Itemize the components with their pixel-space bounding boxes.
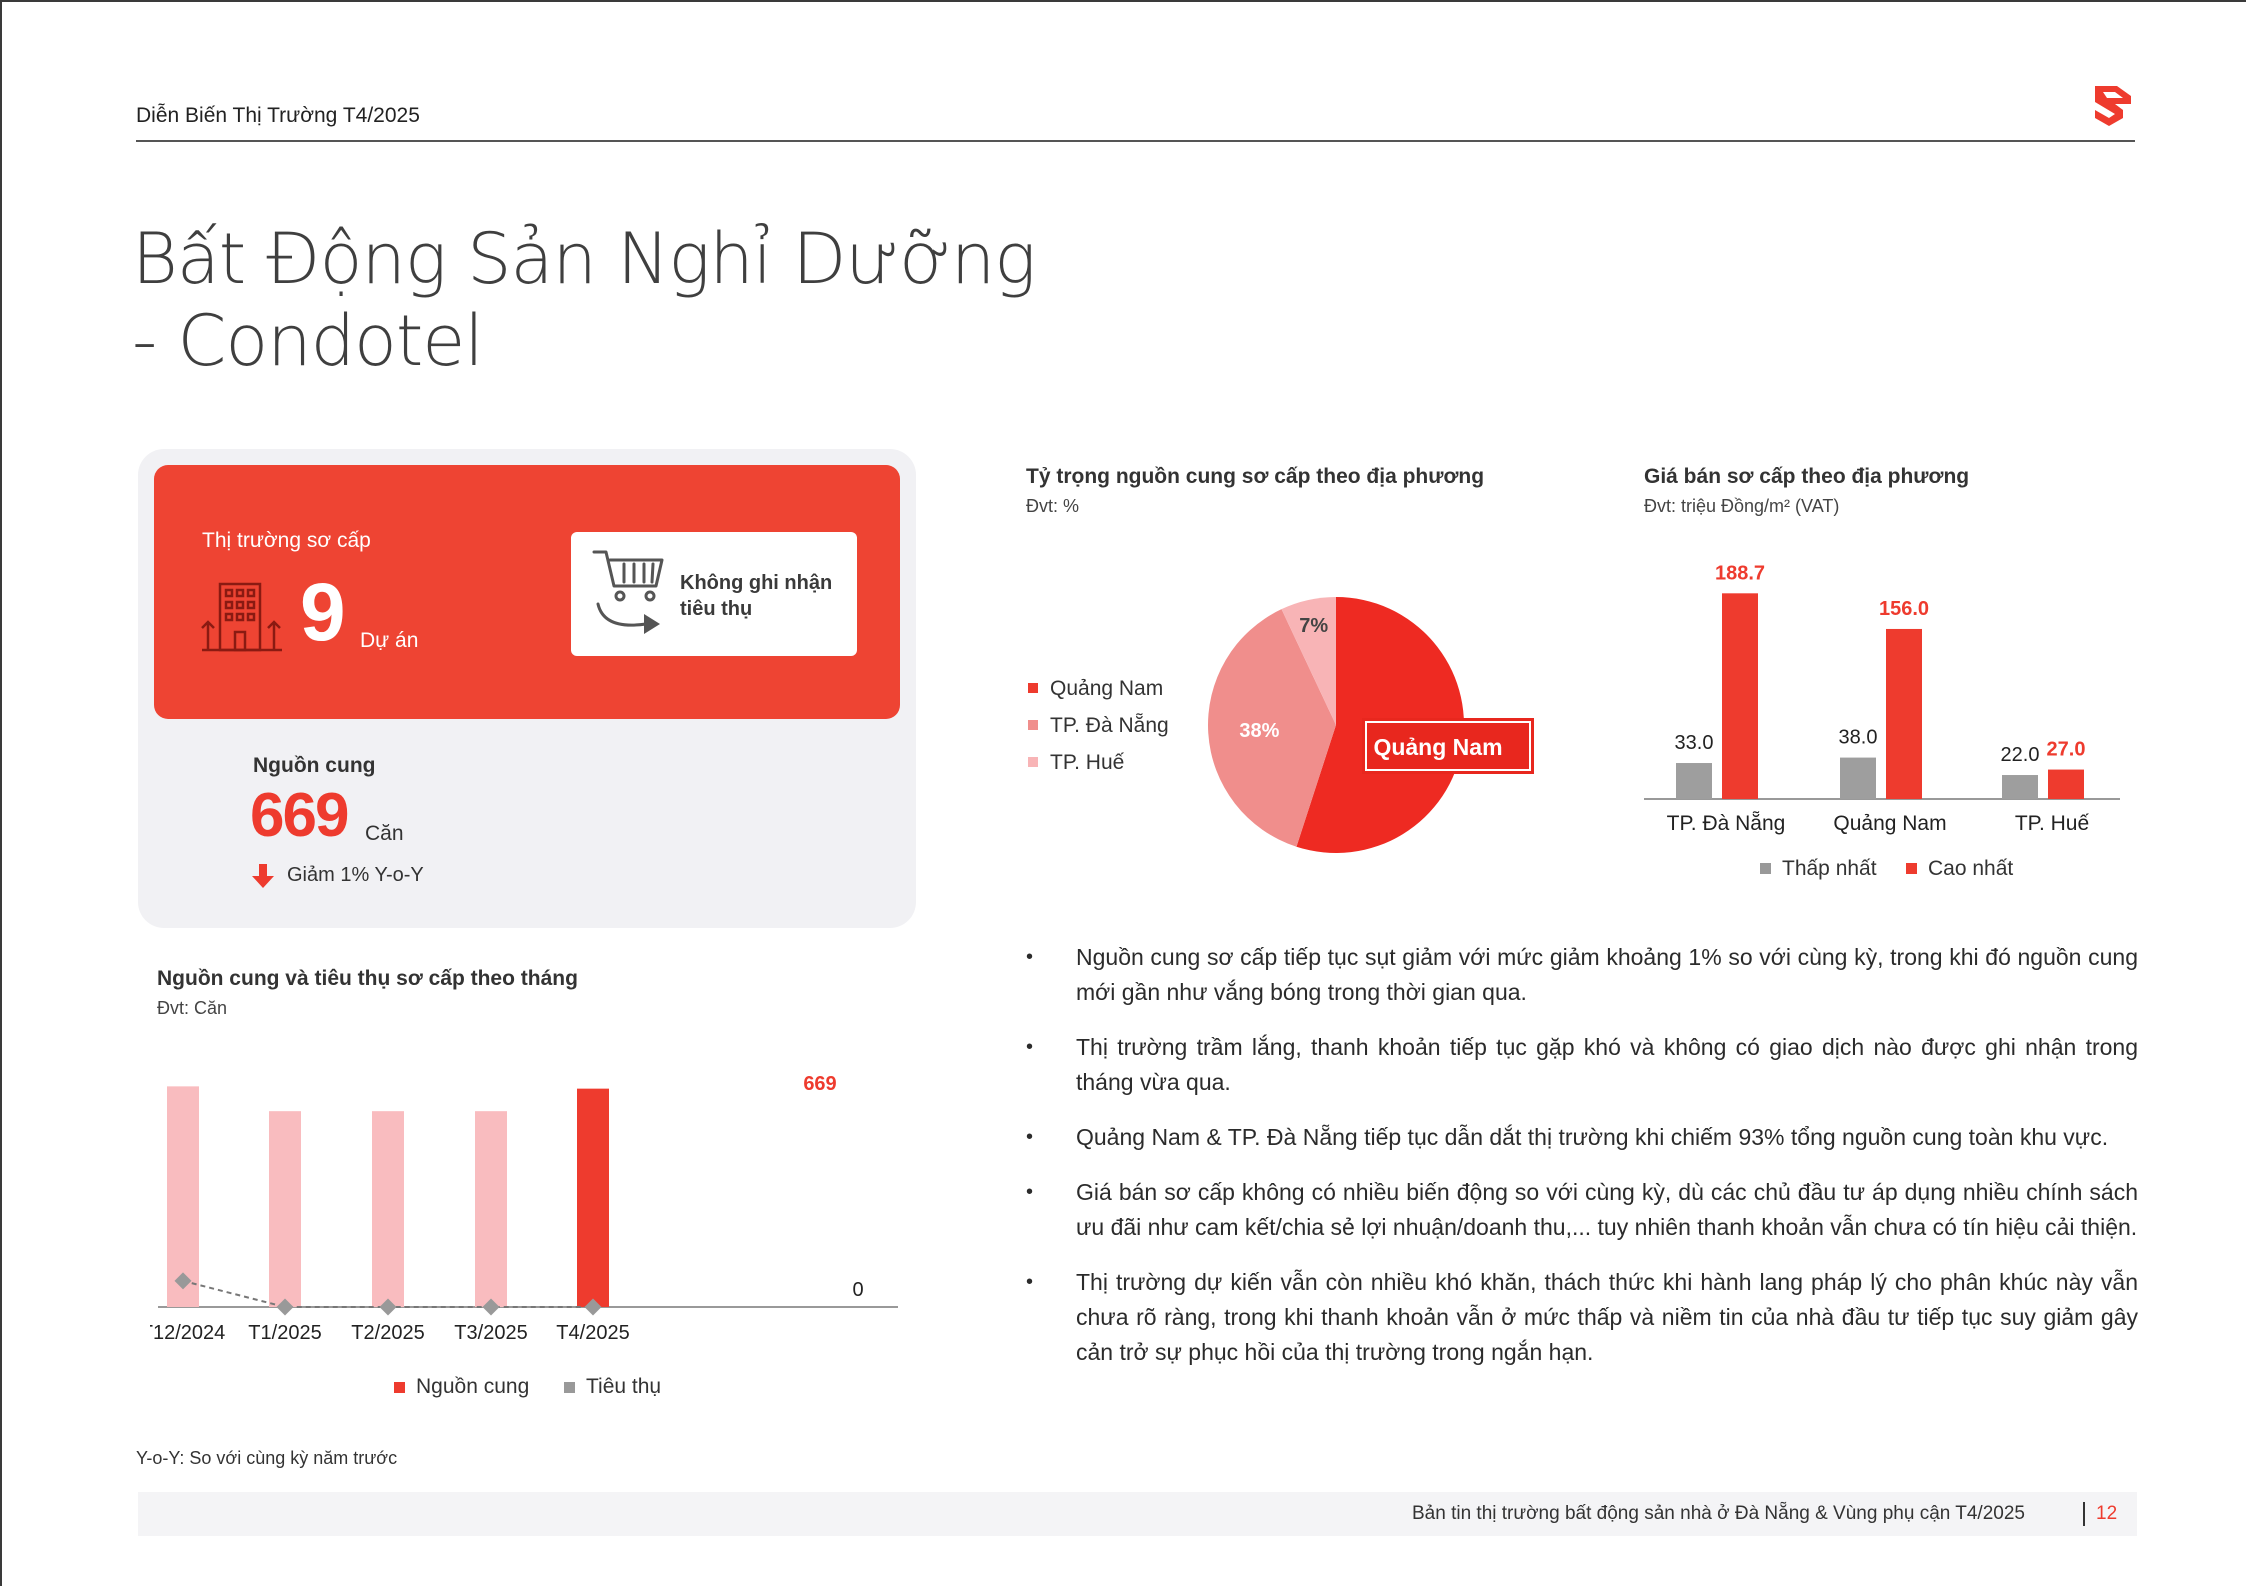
no-sales-text: Không ghi nhận tiêu thụ — [680, 572, 833, 620]
pie-chart-title: Tỷ trọng nguồn cung sơ cấp theo địa phươ… — [1026, 465, 1485, 488]
footnote: Y-o-Y: So với cùng kỳ năm trước — [136, 1448, 398, 1468]
page-title-line-1: Bất Động Sản Nghỉ Dưỡng — [132, 218, 1036, 300]
primary-market-label: Thị trường sơ cấp — [202, 529, 371, 552]
price-max-label: 188.7 — [1715, 562, 1765, 584]
price-max-bar — [1722, 593, 1758, 799]
legend-sales: Tiêu thụ — [586, 1375, 661, 1398]
logo-icon — [2095, 86, 2131, 126]
price-min-label: 38.0 — [1839, 727, 1878, 749]
pie-slice-label: 7% — [1299, 615, 1328, 637]
price-min-label: 33.0 — [1675, 732, 1714, 754]
arrow-down-icon — [252, 864, 274, 888]
legend-swatch-sales — [564, 1382, 575, 1393]
pie-callout-label: Quảng Nam — [1373, 734, 1502, 760]
price-chart: 33.0 188.7 38.0 156.0 22.0 27.0 TP. Đà Nẵng Qu… — [1644, 562, 2120, 880]
monthly-chart-unit: Đvt: Căn — [157, 998, 228, 1018]
pie-slice — [1281, 597, 1336, 725]
monthly-tick-label: T12/2024 — [150, 1322, 225, 1344]
pie-callout-box — [1362, 718, 1534, 774]
sales-point — [584, 1298, 602, 1316]
pie-legend-swatch-hue — [1028, 757, 1038, 767]
footer-text: Bản tin thị trường bất động sản nhà ở Đà… — [1412, 1503, 2025, 1524]
pie-legend-swatch-dn — [1028, 720, 1038, 730]
price-tick-label: Quảng Nam — [1833, 812, 1946, 835]
footer-bar — [138, 1492, 2137, 1536]
page-title: Bất Động Sản Nghỉ Dưỡng - Condotel — [132, 218, 1036, 382]
price-chart-title: Giá bán sơ cấp theo địa phương — [1644, 465, 1970, 488]
insights-list: Nguồn cung sơ cấp tiếp tục sụt giảm với … — [1026, 940, 2138, 1390]
supply-value: 669 — [250, 781, 349, 850]
supply-label: Nguồn cung — [253, 754, 376, 777]
page-number: 12 — [2096, 1503, 2118, 1524]
monthly-tick-label: T4/2025 — [556, 1322, 629, 1344]
price-min-label: 22.0 — [2001, 744, 2040, 766]
pie-legend-dn: TP. Đà Nẵng — [1050, 714, 1169, 737]
price-legend-swatch-max — [1906, 863, 1917, 874]
price-min-bar — [1840, 757, 1876, 799]
pie-chart-unit: Đvt: % — [1026, 496, 1080, 516]
supply-unit: Căn — [365, 822, 404, 845]
insight-item: Quảng Nam & TP. Đà Nẵng tiếp tục dẫn dắt… — [1026, 1120, 2138, 1155]
supply-bar — [269, 1111, 301, 1307]
page-title-line-2: - Condotel — [132, 300, 484, 382]
footer-separator — [2083, 1502, 2085, 1526]
price-legend-swatch-min — [1760, 863, 1771, 874]
insight-item: Thị trường dự kiến vẫn còn nhiều khó khă… — [1026, 1265, 2138, 1370]
price-max-label: 27.0 — [2047, 739, 2086, 761]
price-legend-max: Cao nhất — [1928, 857, 2013, 880]
header-divider — [136, 140, 2135, 142]
insight-item: Thị trường trầm lắng, thanh khoản tiếp t… — [1026, 1030, 2138, 1100]
pie-slice — [1208, 609, 1336, 847]
insight-item: Nguồn cung sơ cấp tiếp tục sụt giảm với … — [1026, 940, 2138, 1010]
projects-unit: Dự án — [360, 629, 419, 652]
supply-bar — [475, 1111, 507, 1307]
price-min-bar — [2002, 775, 2038, 799]
supply-bar — [372, 1111, 404, 1307]
pie-legend-hue: TP. Huế — [1050, 751, 1125, 774]
pie-chart: 55%38%7% Quảng Nam TP. Đà Nẵng TP. Huế Q… — [1028, 597, 1534, 853]
price-tick-label: TP. Đà Nẵng — [1667, 812, 1786, 835]
monthly-last-sales-label: 0 — [852, 1279, 863, 1301]
legend-supply: Nguồn cung — [416, 1375, 529, 1398]
building-icon — [201, 582, 282, 652]
price-max-label: 156.0 — [1879, 598, 1929, 620]
pie-legend-swatch-qn — [1028, 683, 1038, 693]
price-max-bar — [1886, 628, 1922, 799]
pie-slice-label: 38% — [1239, 720, 1279, 742]
monthly-chart: T12/2024 T1/2025 T2/2025 T3/2025 T4/2025 669… — [150, 1073, 898, 1398]
price-max-bar — [2048, 769, 2084, 799]
cart-icon — [592, 550, 664, 634]
monthly-tick-label: T3/2025 — [454, 1322, 527, 1344]
price-chart-unit: Đvt: triệu Đồng/m² (VAT) — [1644, 496, 1840, 516]
legend-swatch-supply — [394, 1382, 405, 1393]
monthly-chart-title: Nguồn cung và tiêu thụ sơ cấp theo tháng — [157, 967, 578, 990]
insight-item: Giá bán sơ cấp không có nhiều biến động … — [1026, 1175, 2138, 1245]
header-title: Diễn Biến Thị Trường T4/2025 — [136, 104, 420, 127]
pie-legend-qn: Quảng Nam — [1050, 677, 1163, 700]
monthly-tick-label: T2/2025 — [351, 1322, 424, 1344]
price-legend-min: Thấp nhất — [1782, 857, 1877, 880]
no-sales-card — [571, 532, 857, 656]
supply-bar — [167, 1086, 199, 1307]
monthly-tick-label: T1/2025 — [248, 1322, 321, 1344]
monthly-last-value-label: 669 — [803, 1073, 836, 1095]
supply-bar — [577, 1088, 609, 1307]
projects-count: 9 — [300, 567, 346, 658]
price-min-bar — [1676, 763, 1712, 799]
price-tick-label: TP. Huế — [2015, 812, 2090, 835]
supply-change: Giảm 1% Y-o-Y — [287, 864, 424, 886]
